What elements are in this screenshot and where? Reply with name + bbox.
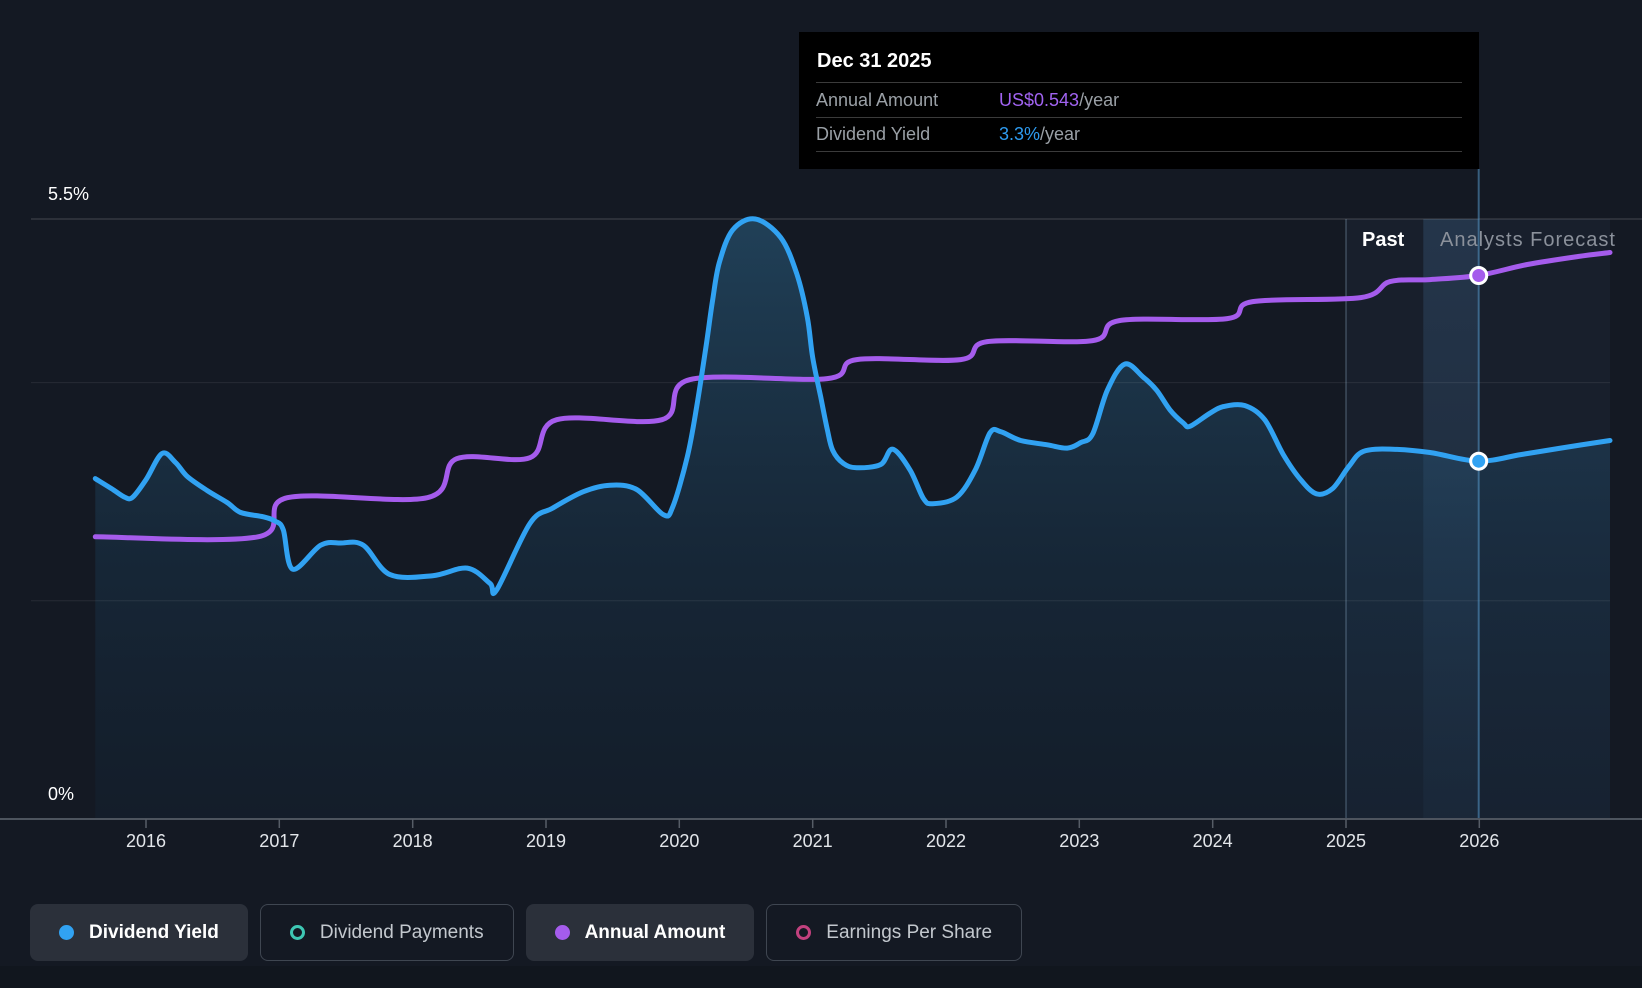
x-axis-label-2016: 2016 — [126, 831, 166, 852]
legend: Dividend Yield Dividend Payments Annual Am… — [30, 904, 1022, 961]
dividend-yield-marker[interactable] — [1471, 453, 1487, 469]
x-axis-label-2018: 2018 — [393, 831, 433, 852]
legend-label: Dividend Yield — [89, 922, 219, 944]
tooltip-label: Dividend Yield — [816, 124, 999, 145]
x-axis-label-2022: 2022 — [926, 831, 966, 852]
x-axis-label-2019: 2019 — [526, 831, 566, 852]
y-axis-label-bottom: 0% — [48, 784, 74, 805]
x-axis-label-2024: 2024 — [1193, 831, 1233, 852]
tooltip-row-dividend-yield: Dividend Yield 3.3% /year — [816, 117, 1462, 152]
dividend-chart-panel: 5.5% 0% 2016 2017 2018 2019 2020 2021 2022 2023… — [0, 0, 1642, 988]
legend-label: Earnings Per Share — [826, 922, 992, 944]
legend-label: Annual Amount — [585, 922, 726, 944]
analysts-forecast-label: Analysts Forecast — [1440, 229, 1616, 252]
bottom-strip — [0, 966, 1642, 988]
tooltip-value-annual-amount: US$0.543 — [999, 90, 1079, 111]
legend-chip-dividend-yield[interactable]: Dividend Yield — [30, 904, 248, 961]
past-label: Past — [1362, 229, 1404, 252]
filled-dot-icon — [59, 925, 74, 940]
ring-icon — [290, 925, 305, 940]
tooltip-value-dividend-yield: 3.3% — [999, 124, 1040, 145]
annual-amount-marker[interactable] — [1471, 268, 1487, 284]
x-axis-label-2023: 2023 — [1059, 831, 1099, 852]
legend-label: Dividend Payments — [320, 922, 484, 944]
legend-chip-earnings-per-share[interactable]: Earnings Per Share — [766, 904, 1022, 961]
tooltip-label: Annual Amount — [816, 90, 999, 111]
legend-chip-annual-amount[interactable]: Annual Amount — [526, 904, 755, 961]
filled-dot-icon — [555, 925, 570, 940]
tooltip: Dec 31 2025 Annual Amount US$0.543 /year… — [799, 32, 1479, 169]
x-axis-label-2021: 2021 — [793, 831, 833, 852]
ring-icon — [796, 925, 811, 940]
legend-chip-dividend-payments[interactable]: Dividend Payments — [260, 904, 514, 961]
tooltip-suffix: /year — [1079, 90, 1119, 111]
x-axis-label-2026: 2026 — [1459, 831, 1499, 852]
x-axis-label-2025: 2025 — [1326, 831, 1366, 852]
tooltip-row-annual-amount: Annual Amount US$0.543 /year — [816, 82, 1462, 117]
y-axis-label-top: 5.5% — [48, 184, 89, 205]
x-axis-label-2017: 2017 — [259, 831, 299, 852]
tooltip-date: Dec 31 2025 — [816, 32, 1462, 82]
tooltip-suffix: /year — [1040, 124, 1080, 145]
x-axis-label-2020: 2020 — [659, 831, 699, 852]
